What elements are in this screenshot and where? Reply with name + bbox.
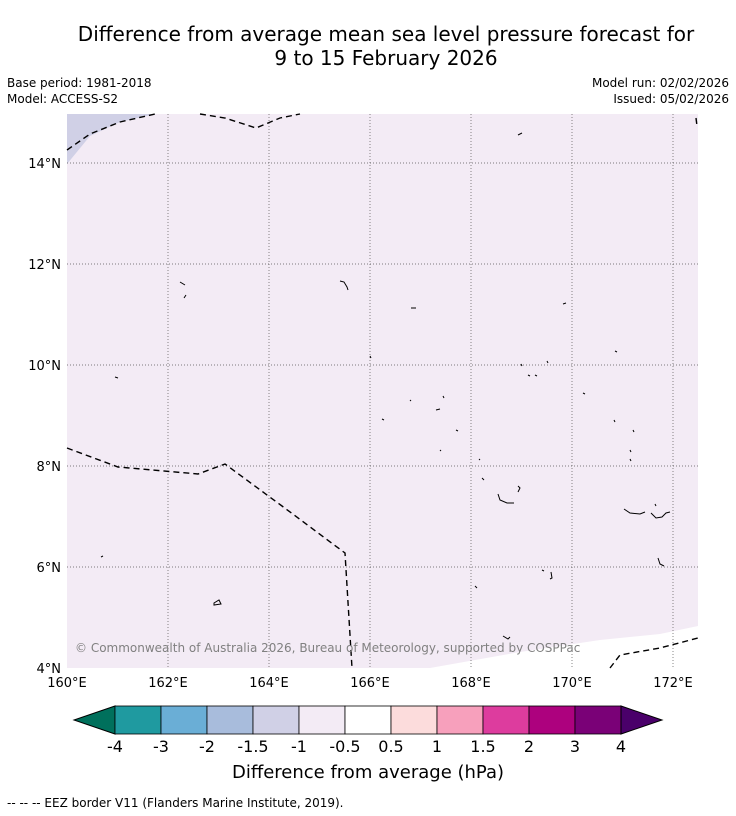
colorbar-segment <box>390 705 438 735</box>
longitude-label: 168°E <box>451 676 491 691</box>
colorbar-tick-label: 0.5 <box>378 737 403 756</box>
model-name: Model: ACCESS-S2 <box>7 92 119 106</box>
island <box>562 302 567 305</box>
colorbar-tick-label: -1.5 <box>237 737 268 756</box>
island <box>369 355 372 359</box>
island <box>339 280 349 291</box>
title-line-2: 9 to 15 February 2026 <box>274 46 498 70</box>
anomaly-patch-southeast <box>430 626 698 668</box>
island <box>213 599 222 606</box>
colorbar-segment <box>344 705 392 735</box>
colorbar-segment <box>436 705 484 735</box>
latitude-label: 6°N <box>37 561 62 576</box>
colorbar-segment <box>574 705 622 735</box>
colorbar-tick-label: 4 <box>616 737 626 756</box>
island <box>541 569 553 580</box>
colorbar-segment <box>528 705 576 735</box>
longitude-label: 166°E <box>350 676 390 691</box>
island <box>502 635 511 640</box>
colorbar-arrow-low <box>72 705 116 735</box>
island <box>520 360 549 377</box>
colorbar: -4 -3 -2 -1.5 -1 -0.5 0.5 1 1.5 2 3 4 <box>72 705 664 756</box>
eez-border-west <box>66 447 353 669</box>
eez-border-north <box>199 113 301 129</box>
island <box>657 557 665 567</box>
island <box>179 281 187 299</box>
island <box>474 585 478 589</box>
anomaly-patch-northwest <box>67 114 155 164</box>
latitude-labels: 14°N 12°N 10°N 8°N 6°N 4°N <box>28 157 61 677</box>
gridlines <box>67 114 698 668</box>
latitude-label: 8°N <box>37 460 62 475</box>
longitude-label: 162°E <box>148 676 188 691</box>
base-period: Base period: 1981-2018 <box>7 76 152 90</box>
longitude-labels: 160°E 162°E 164°E 166°E 168°E 170°E 172°E <box>47 676 693 691</box>
island <box>478 458 485 481</box>
pressure-field <box>67 114 698 668</box>
colorbar-segment <box>298 705 346 735</box>
model-run: Model run: 02/02/2026 <box>591 76 729 90</box>
island <box>517 132 523 136</box>
colorbar-segment <box>114 705 162 735</box>
eez-border-northeast <box>695 117 698 127</box>
colorbar-segment <box>252 705 300 735</box>
longitude-label: 172°E <box>653 676 693 691</box>
longitude-label: 170°E <box>552 676 592 691</box>
copyright-notice: © Commonwealth of Australia 2026, Bureau… <box>75 641 580 655</box>
longitude-label: 164°E <box>249 676 289 691</box>
colorbar-tick-label: -2 <box>199 737 215 756</box>
colorbar-segment <box>160 705 208 735</box>
colorbar-tick-label: -1 <box>291 737 307 756</box>
colorbar-tick-label: 1 <box>432 737 442 756</box>
colorbar-tick-label: -0.5 <box>329 737 360 756</box>
longitude-label: 160°E <box>47 676 87 691</box>
colorbar-segment <box>206 705 254 735</box>
issued-date: Issued: 05/02/2026 <box>613 92 729 106</box>
colorbar-tick-label: 3 <box>570 737 580 756</box>
island <box>409 395 445 411</box>
eez-legend-note: -- -- -- EEZ border V11 (Flanders Marine… <box>7 796 344 810</box>
island <box>614 350 618 353</box>
colorbar-title: Difference from average (hPa) <box>232 762 504 783</box>
island <box>582 392 635 433</box>
islands <box>100 132 671 640</box>
meta-left: Base period: 1981-2018 Model: ACCESS-S2 <box>7 75 152 107</box>
latitude-label: 10°N <box>28 359 61 374</box>
eez-borders <box>66 113 699 669</box>
island <box>114 376 119 379</box>
latitude-label: 14°N <box>28 157 61 172</box>
colorbar-arrow-high <box>620 705 664 735</box>
island <box>629 449 632 462</box>
colorbar-tick-label: -3 <box>153 737 169 756</box>
island <box>497 485 521 504</box>
colorbar-tick-label: 2 <box>524 737 534 756</box>
island <box>381 418 459 452</box>
colorbar-segment <box>482 705 530 735</box>
island <box>100 555 104 558</box>
colorbar-tick-label: -4 <box>107 737 123 756</box>
chart-title: Difference from average mean sea level p… <box>0 22 736 70</box>
meta-right: Model run: 02/02/2026 Issued: 05/02/2026 <box>592 75 729 107</box>
latitude-label: 4°N <box>37 662 62 677</box>
colorbar-tick-label: 1.5 <box>470 737 495 756</box>
eez-border-northwest <box>66 113 156 151</box>
latitude-label: 12°N <box>28 258 61 273</box>
island <box>623 503 671 519</box>
title-line-1: Difference from average mean sea level p… <box>77 22 695 46</box>
